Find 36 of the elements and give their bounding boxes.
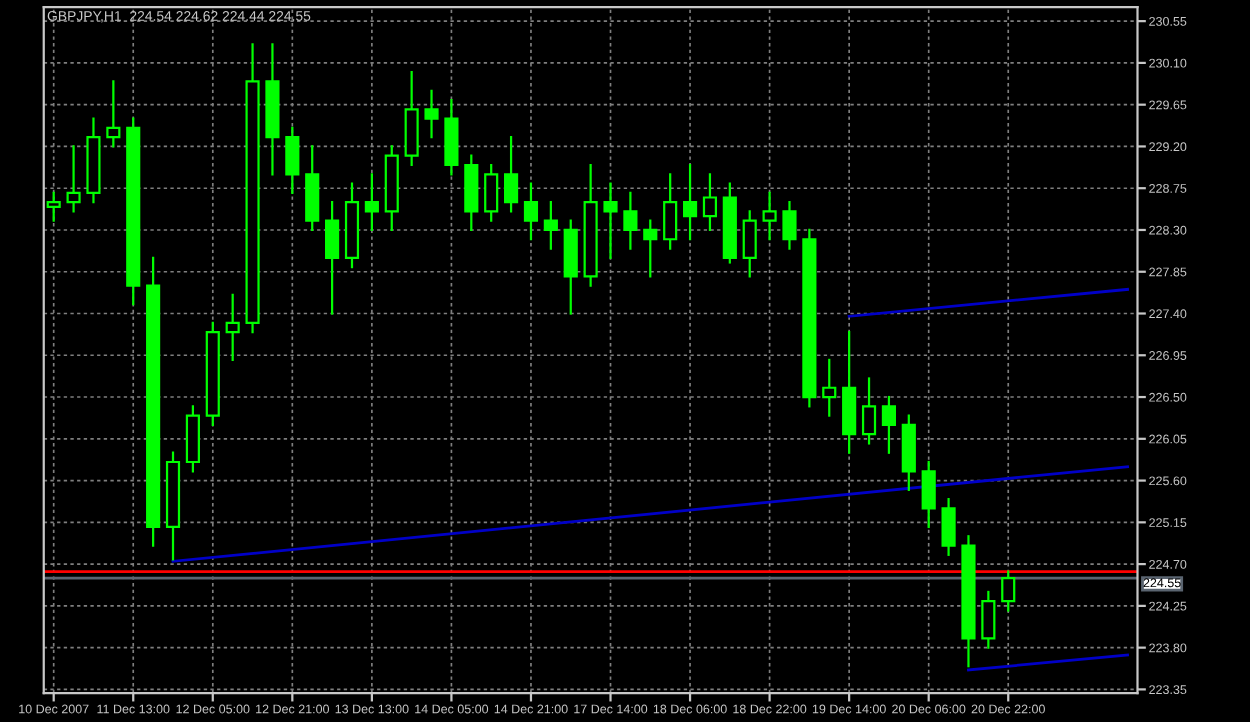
candlestick bbox=[702, 173, 718, 232]
candlestick bbox=[543, 201, 558, 250]
candlestick bbox=[742, 210, 757, 278]
candlestick bbox=[941, 498, 956, 556]
candlestick bbox=[325, 201, 340, 315]
candlestick bbox=[822, 358, 837, 417]
candlestick bbox=[185, 405, 200, 473]
candlestick bbox=[464, 154, 479, 232]
candlestick bbox=[981, 590, 996, 649]
candlestick bbox=[305, 145, 320, 232]
candlestick bbox=[881, 395, 896, 454]
candlestick bbox=[643, 219, 658, 278]
candlestick bbox=[762, 191, 777, 241]
candlestick bbox=[484, 163, 499, 222]
candlestick bbox=[901, 414, 916, 491]
candlestick bbox=[563, 219, 578, 315]
candlestick bbox=[424, 89, 439, 139]
candlestick bbox=[623, 191, 638, 250]
candlestick bbox=[682, 163, 698, 241]
candlestick bbox=[46, 191, 61, 222]
candlestick bbox=[523, 182, 539, 241]
candlestick bbox=[444, 98, 459, 176]
candlestick bbox=[66, 145, 81, 213]
candlestick bbox=[364, 173, 379, 232]
candlestick bbox=[106, 80, 121, 148]
candlestick bbox=[842, 330, 857, 454]
candlestick bbox=[921, 460, 936, 529]
candlestick bbox=[404, 71, 419, 167]
candlestick bbox=[782, 201, 797, 250]
candlestick bbox=[603, 182, 618, 259]
candlestick bbox=[861, 377, 877, 445]
candlestick bbox=[663, 173, 678, 250]
candlestick bbox=[1001, 570, 1016, 612]
candlestick bbox=[504, 136, 519, 213]
candlestick bbox=[225, 293, 240, 362]
candlestick bbox=[285, 126, 300, 194]
